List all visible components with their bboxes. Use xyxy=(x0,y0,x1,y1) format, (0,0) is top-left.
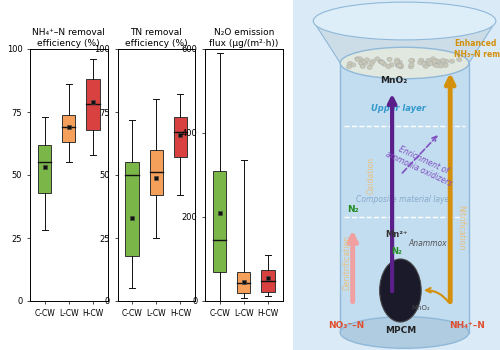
Ellipse shape xyxy=(380,259,421,322)
Ellipse shape xyxy=(436,60,440,64)
Ellipse shape xyxy=(397,60,402,64)
Bar xyxy=(38,145,51,193)
Ellipse shape xyxy=(360,64,366,69)
Bar xyxy=(213,171,226,272)
Ellipse shape xyxy=(364,58,370,62)
Ellipse shape xyxy=(440,60,445,64)
Ellipse shape xyxy=(430,57,436,61)
Ellipse shape xyxy=(422,61,426,65)
Text: Enrichment of
ammonia oxidizers: Enrichment of ammonia oxidizers xyxy=(384,140,458,189)
Ellipse shape xyxy=(398,64,404,68)
Ellipse shape xyxy=(369,62,374,66)
Bar xyxy=(126,162,138,256)
Ellipse shape xyxy=(408,58,414,63)
Ellipse shape xyxy=(389,63,394,67)
Text: Nitrification: Nitrification xyxy=(456,205,465,250)
Ellipse shape xyxy=(432,62,437,66)
Ellipse shape xyxy=(382,62,387,66)
Bar xyxy=(174,117,187,158)
Bar xyxy=(262,270,274,292)
Ellipse shape xyxy=(379,60,384,64)
Ellipse shape xyxy=(444,59,449,63)
Text: Anammox: Anammox xyxy=(408,239,448,248)
Bar xyxy=(237,272,250,293)
Ellipse shape xyxy=(346,64,352,69)
Ellipse shape xyxy=(434,59,440,63)
Text: MnO₂: MnO₂ xyxy=(380,76,408,85)
Ellipse shape xyxy=(408,65,414,69)
Ellipse shape xyxy=(418,61,423,65)
Polygon shape xyxy=(313,21,496,63)
Ellipse shape xyxy=(380,60,384,64)
Title: NH₄⁺–N removal
efficiency (%): NH₄⁺–N removal efficiency (%) xyxy=(32,28,105,48)
Ellipse shape xyxy=(394,60,400,64)
Ellipse shape xyxy=(359,61,364,65)
Ellipse shape xyxy=(362,59,366,63)
Text: MPCM: MPCM xyxy=(385,326,416,335)
Ellipse shape xyxy=(440,58,446,62)
Ellipse shape xyxy=(443,63,448,68)
Ellipse shape xyxy=(348,62,352,66)
Ellipse shape xyxy=(438,64,444,68)
Ellipse shape xyxy=(340,47,469,79)
Text: MnO₂: MnO₂ xyxy=(412,305,430,311)
Text: NO₃⁻–N: NO₃⁻–N xyxy=(328,321,364,330)
Bar xyxy=(150,150,163,195)
Ellipse shape xyxy=(426,58,431,63)
Ellipse shape xyxy=(367,65,372,69)
Ellipse shape xyxy=(375,57,380,61)
Ellipse shape xyxy=(350,63,356,67)
Ellipse shape xyxy=(450,59,454,63)
Ellipse shape xyxy=(425,63,430,67)
Ellipse shape xyxy=(355,57,360,61)
Ellipse shape xyxy=(394,58,400,62)
Text: Oxidation: Oxidation xyxy=(367,156,376,194)
Bar xyxy=(62,114,76,142)
Title: TN removal
efficiency (%): TN removal efficiency (%) xyxy=(125,28,188,48)
Polygon shape xyxy=(340,63,469,332)
Ellipse shape xyxy=(362,59,367,63)
Ellipse shape xyxy=(386,64,391,69)
Text: Composite material layer: Composite material layer xyxy=(356,195,452,204)
Ellipse shape xyxy=(340,317,469,348)
Ellipse shape xyxy=(358,61,364,65)
Ellipse shape xyxy=(387,57,392,61)
Ellipse shape xyxy=(396,63,402,67)
Ellipse shape xyxy=(432,59,437,63)
Ellipse shape xyxy=(410,58,414,63)
Ellipse shape xyxy=(418,58,424,62)
Ellipse shape xyxy=(362,61,368,65)
FancyArrowPatch shape xyxy=(426,288,448,302)
Title: N₂O emission
flux (μg/(m²·h)): N₂O emission flux (μg/(m²·h)) xyxy=(209,28,278,48)
Ellipse shape xyxy=(409,63,414,67)
Ellipse shape xyxy=(423,64,428,68)
Ellipse shape xyxy=(396,62,401,66)
Ellipse shape xyxy=(434,62,439,66)
Ellipse shape xyxy=(355,57,360,62)
Text: Denitrification: Denitrification xyxy=(342,235,351,290)
Ellipse shape xyxy=(456,57,462,62)
Text: NH₄⁺–N: NH₄⁺–N xyxy=(449,321,484,330)
Ellipse shape xyxy=(396,63,400,68)
Ellipse shape xyxy=(428,61,433,65)
Text: N₂: N₂ xyxy=(347,205,358,215)
Ellipse shape xyxy=(358,57,363,61)
Ellipse shape xyxy=(378,60,383,64)
Ellipse shape xyxy=(432,58,438,63)
Text: Upper layer: Upper layer xyxy=(371,104,426,113)
Text: Mn²⁺: Mn²⁺ xyxy=(385,230,407,239)
Ellipse shape xyxy=(434,64,440,68)
Text: N₂: N₂ xyxy=(391,247,402,257)
Ellipse shape xyxy=(370,60,376,64)
Bar xyxy=(86,79,100,130)
Ellipse shape xyxy=(313,2,496,40)
Ellipse shape xyxy=(397,63,402,68)
Ellipse shape xyxy=(398,65,404,69)
Ellipse shape xyxy=(421,62,426,66)
Text: Enhanced
NH₃–N removal: Enhanced NH₃–N removal xyxy=(454,39,500,59)
